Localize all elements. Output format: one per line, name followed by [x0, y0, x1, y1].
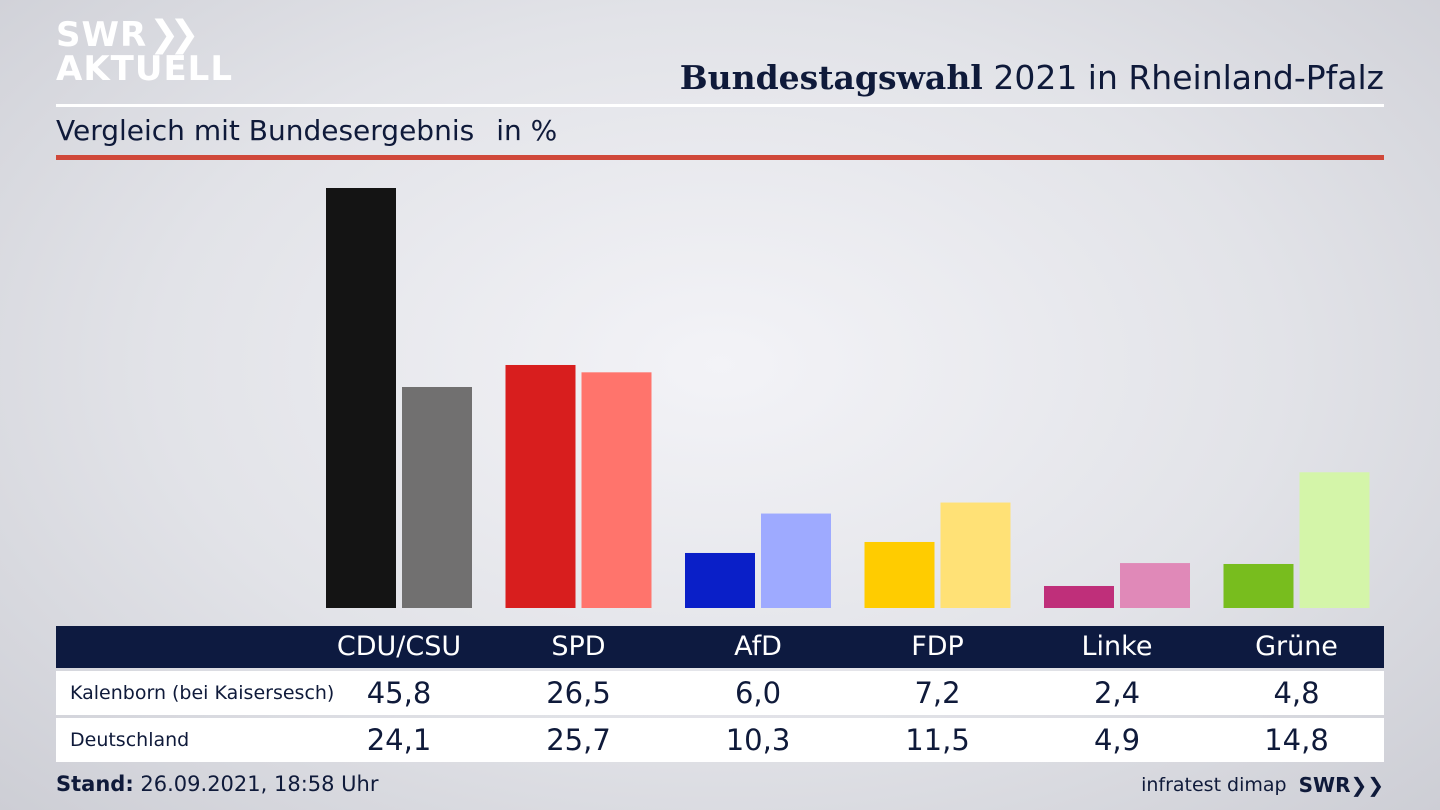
table-row-national: Deutschland 24,1 25,7 10,3 11,5 4,9 14,8 [56, 718, 1384, 762]
bar-local-grüne [1223, 563, 1294, 608]
data-label: 24,1 [366, 723, 432, 757]
column-header: FDP [911, 631, 964, 662]
accent-rule [56, 155, 1384, 160]
double-chevron-icon: ❯❯ [149, 14, 199, 55]
footer-swr-text: SWR [1298, 773, 1351, 797]
row-label: Kalenborn (bei Kaisersesch) [70, 682, 335, 704]
subtitle-text: Vergleich mit Bundesergebnis [56, 114, 475, 147]
bar-national-spd [581, 372, 652, 608]
column-header: Grüne [1255, 631, 1338, 662]
results-table: CDU/CSU SPD AfD FDP Linke Grüne Kalenborn (be… [56, 626, 1384, 762]
data-label: 10,3 [725, 723, 791, 757]
column-header: SPD [551, 631, 606, 662]
bar-national-fdp [940, 502, 1011, 608]
column-header: AfD [734, 631, 782, 662]
bar-local-spd [505, 364, 576, 608]
data-label: 6,0 [734, 676, 782, 710]
data-label: 14,8 [1264, 723, 1329, 757]
bar-local-linke [1044, 585, 1114, 608]
bar-local-cdu-csu [326, 188, 396, 608]
header-divider [56, 104, 1384, 107]
data-label: 2,4 [1093, 676, 1141, 710]
timestamp: Stand: 26.09.2021, 18:58 Uhr [56, 772, 379, 796]
data-label: 11,5 [905, 723, 970, 757]
stand-value: 26.09.2021, 18:58 Uhr [133, 772, 379, 796]
bar-national-grüne [1299, 472, 1370, 608]
source-label: infratest dimap [1141, 774, 1287, 796]
title-rest: 2021 in Rheinland-Pfalz [982, 58, 1384, 97]
title-bold: Bundestagswahl [679, 58, 983, 97]
column-header: CDU/CSU [336, 631, 462, 662]
logo-aktuell-text: AKTUELL [56, 49, 234, 89]
data-label: 45,8 [366, 676, 432, 710]
column-header: Linke [1081, 631, 1153, 662]
table-row-local: Kalenborn (bei Kaisersesch) 45,8 26,5 6,0 7… [56, 671, 1384, 715]
stand-label: Stand: [56, 772, 134, 796]
bar-national-cdu-csu [402, 386, 472, 608]
bar-chart [326, 188, 1370, 608]
data-label: 4,8 [1273, 676, 1320, 710]
subtitle: Vergleich mit Bundesergebnis in % [56, 114, 557, 147]
data-label: 26,5 [546, 676, 611, 710]
table-header: CDU/CSU SPD AfD FDP Linke Grüne [56, 626, 1384, 668]
unit-label: in % [496, 114, 558, 147]
bar-national-afd [761, 513, 831, 608]
page-title: Bundestagswahl 2021 in Rheinland-Pfalz [680, 58, 1384, 97]
footer-credits: infratest dimap SWR❯❯ [1141, 773, 1384, 797]
data-label: 4,9 [1093, 723, 1141, 757]
logo-swr-text: SWR [56, 15, 148, 55]
bar-local-afd [685, 552, 755, 608]
row-label: Deutschland [70, 729, 190, 751]
chevron-icon: ❯❯ [1350, 773, 1384, 797]
bar-national-linke [1120, 563, 1190, 608]
data-label: 25,7 [546, 723, 611, 757]
footer-swr-logo: SWR❯❯ [1299, 773, 1384, 797]
data-label: 7,2 [914, 676, 961, 710]
swr-aktuell-logo: SWR ❯❯ AKTUELL [56, 14, 234, 89]
bar-local-fdp [864, 541, 935, 608]
